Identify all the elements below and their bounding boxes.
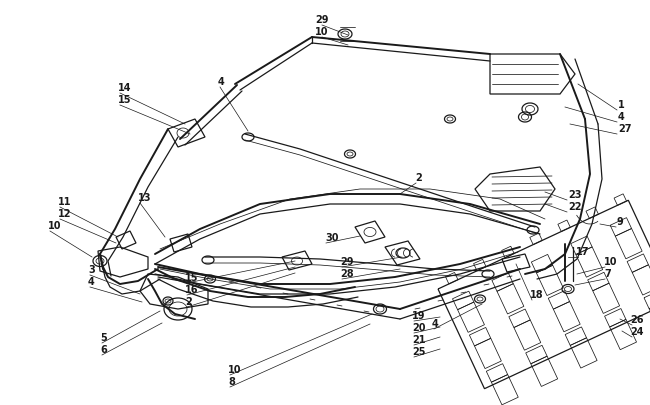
Text: 10: 10 bbox=[315, 27, 328, 37]
Text: 5: 5 bbox=[100, 332, 107, 342]
Text: 18: 18 bbox=[530, 289, 543, 299]
Text: 12: 12 bbox=[58, 209, 72, 218]
Text: 3: 3 bbox=[88, 264, 95, 274]
Text: 22: 22 bbox=[568, 202, 582, 211]
Text: 9: 9 bbox=[617, 216, 624, 226]
Text: 15: 15 bbox=[185, 272, 198, 282]
Text: 15: 15 bbox=[118, 95, 131, 105]
Text: 1: 1 bbox=[618, 100, 625, 110]
Text: 13: 13 bbox=[138, 192, 151, 202]
Text: 29: 29 bbox=[315, 15, 328, 25]
Text: 11: 11 bbox=[58, 196, 72, 207]
Text: 7: 7 bbox=[604, 269, 611, 278]
Text: 4: 4 bbox=[618, 112, 625, 122]
Text: 26: 26 bbox=[630, 314, 644, 324]
Text: 27: 27 bbox=[618, 124, 632, 134]
Text: 2: 2 bbox=[185, 296, 192, 306]
Text: 25: 25 bbox=[412, 346, 426, 356]
Text: 10: 10 bbox=[48, 220, 62, 230]
Text: 21: 21 bbox=[412, 334, 426, 344]
Text: 4: 4 bbox=[88, 276, 95, 286]
Text: 6: 6 bbox=[100, 344, 107, 354]
Text: 30: 30 bbox=[325, 232, 339, 243]
Text: 8: 8 bbox=[228, 376, 235, 386]
Text: 4: 4 bbox=[218, 77, 225, 87]
Text: 24: 24 bbox=[630, 326, 644, 336]
Text: 17: 17 bbox=[576, 246, 590, 256]
Text: 16: 16 bbox=[185, 284, 198, 294]
Text: 23: 23 bbox=[568, 190, 582, 200]
Text: 19: 19 bbox=[412, 310, 426, 320]
Text: 29: 29 bbox=[340, 256, 354, 266]
Text: 20: 20 bbox=[412, 322, 426, 332]
Text: 2: 2 bbox=[415, 173, 422, 183]
Text: 28: 28 bbox=[340, 269, 354, 278]
Text: 10: 10 bbox=[228, 364, 242, 374]
Text: 14: 14 bbox=[118, 83, 131, 93]
Text: 4: 4 bbox=[432, 318, 439, 328]
Text: 10: 10 bbox=[604, 256, 618, 266]
